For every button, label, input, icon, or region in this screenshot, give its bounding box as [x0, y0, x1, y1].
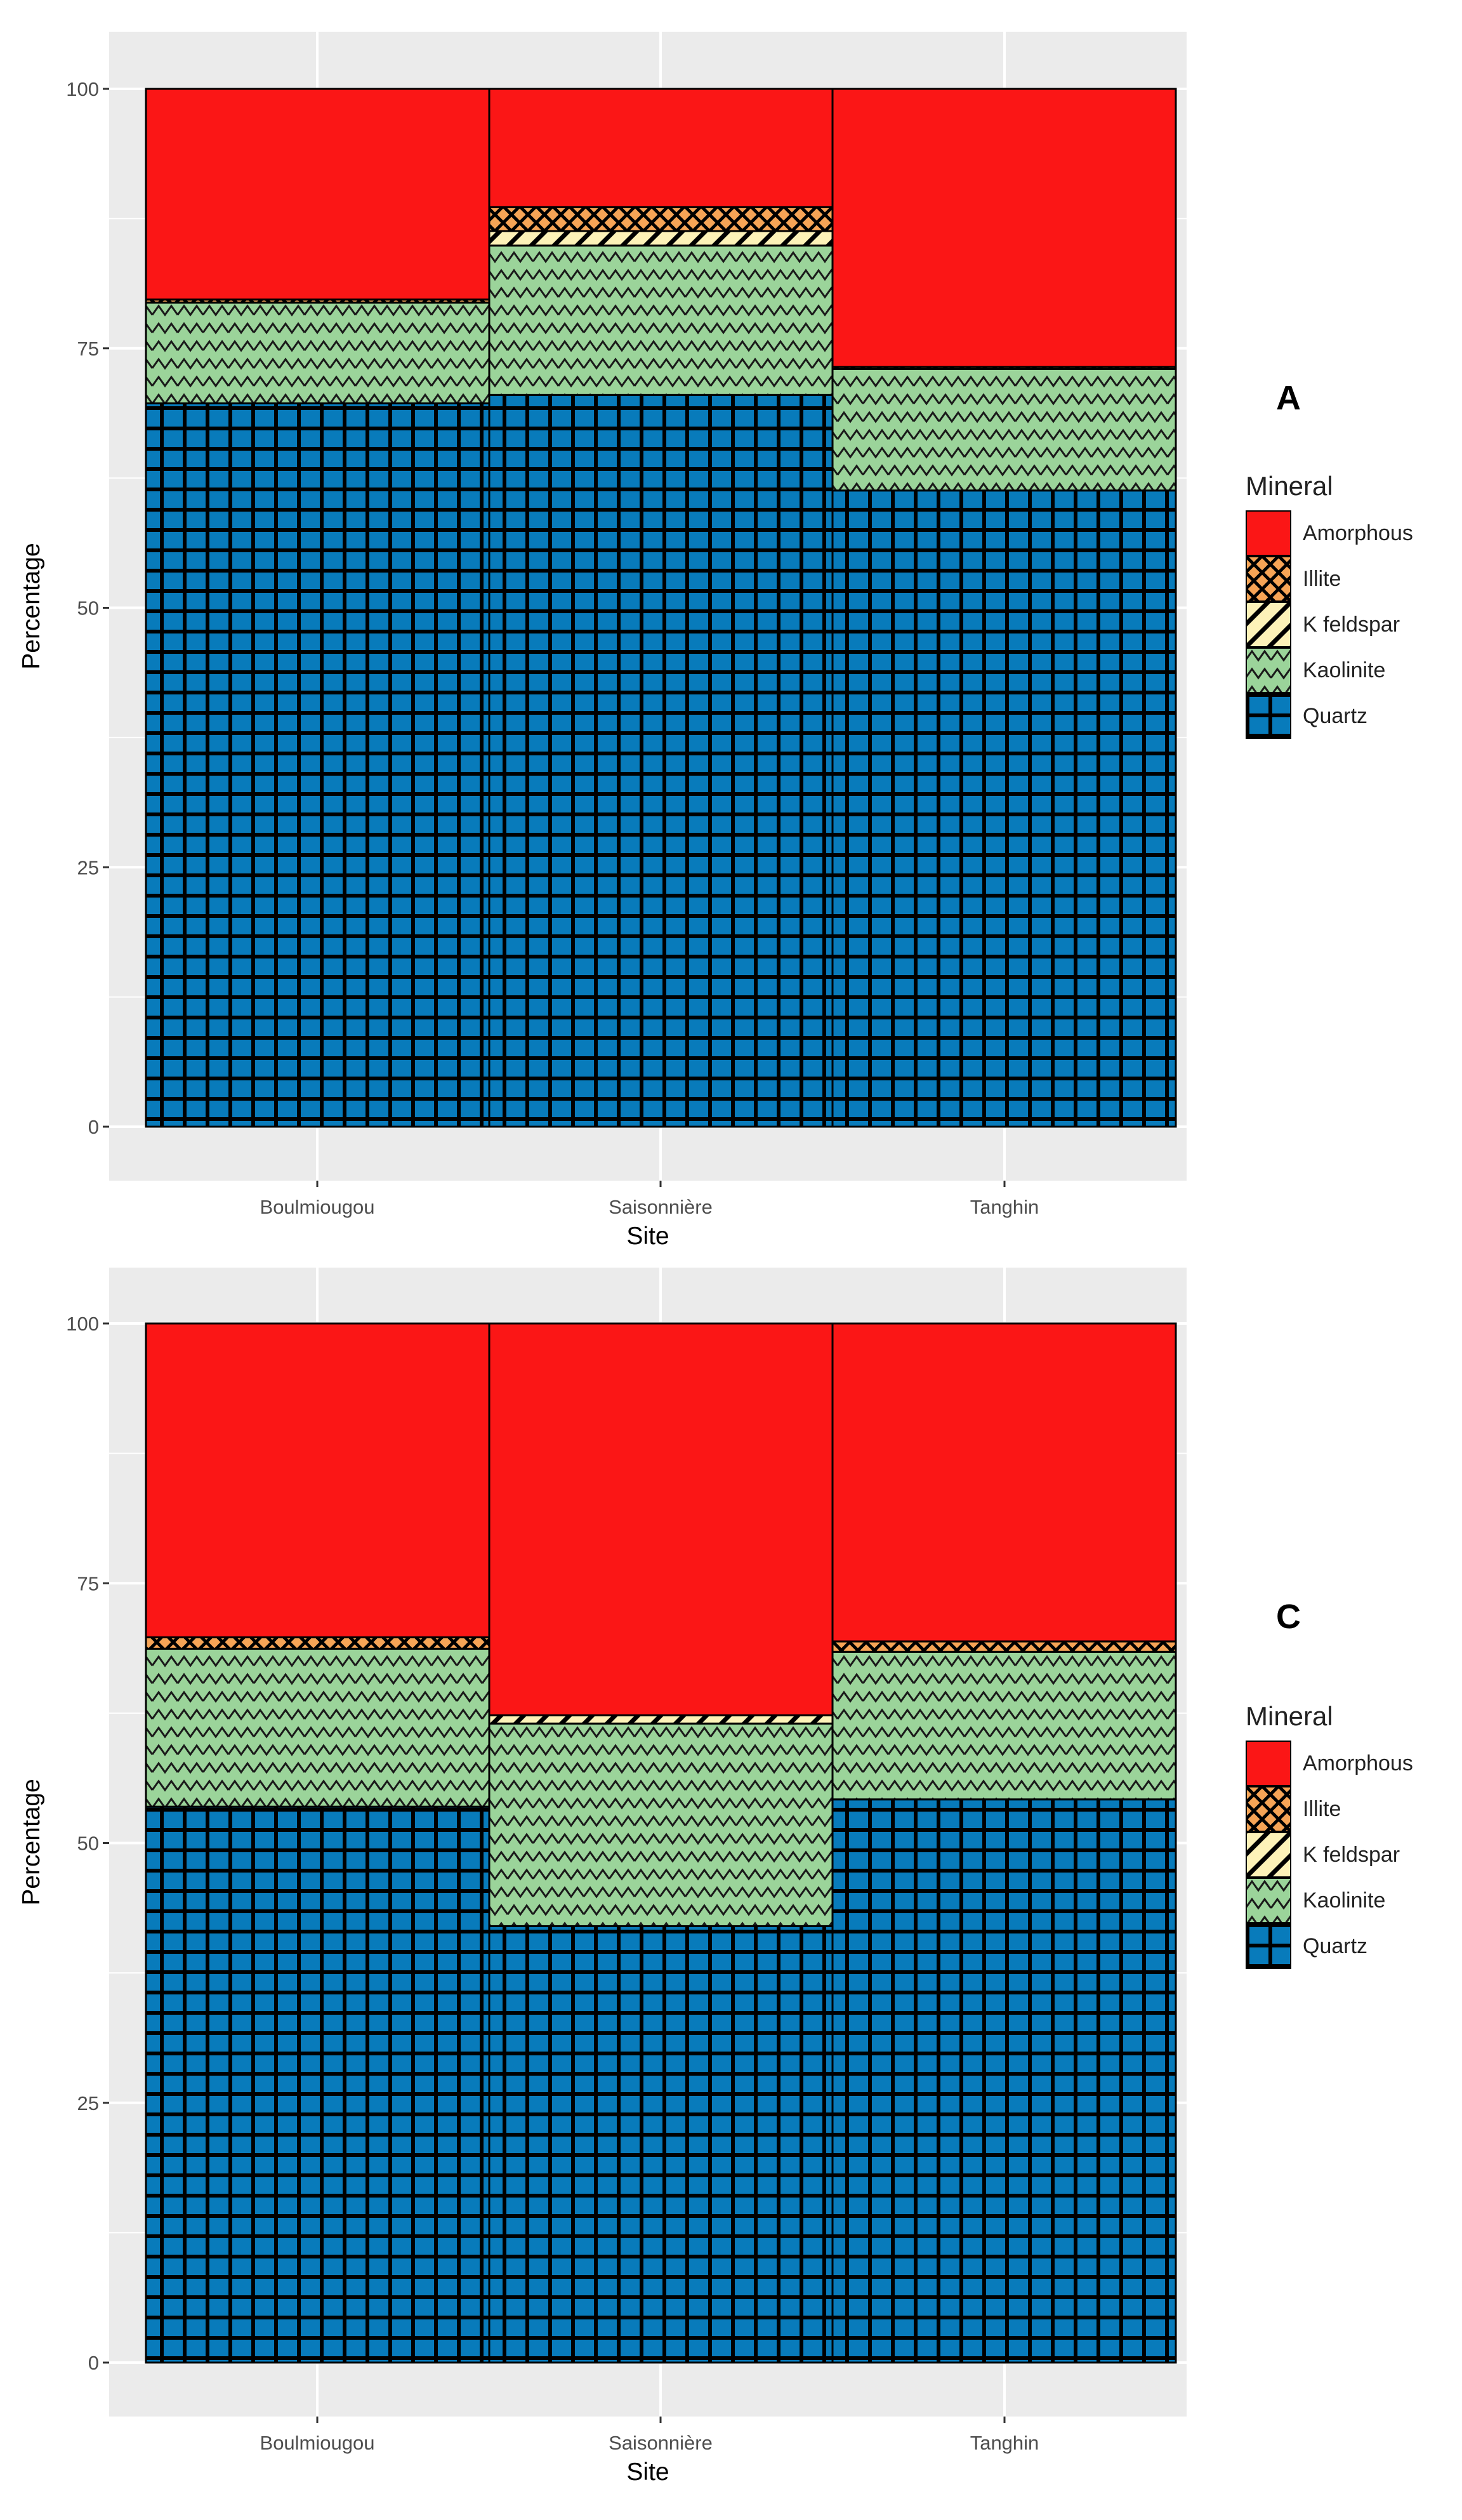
bar-segment-saisonni-re-quartz	[488, 394, 834, 1128]
y-tick-label: 0	[88, 2352, 99, 2374]
bar-segment-boulmiougou-amorphous	[145, 88, 491, 301]
legend-title: Mineral	[1246, 471, 1333, 501]
legend-item-quartz: Quartz	[1246, 693, 1413, 739]
x-tick-label: Tanghin	[970, 1196, 1039, 1218]
bar-segment-saisonni-re-amorphous	[488, 1322, 834, 1716]
x-tick-label: Boulmiougou	[260, 1196, 375, 1218]
legend-item-k-feldspar: K feldspar	[1246, 1832, 1413, 1878]
bar-segment-saisonni-re-quartz	[488, 1925, 834, 2364]
legend-label: K feldspar	[1303, 1842, 1400, 1867]
x-tick-label: Saisonnière	[609, 1196, 713, 1218]
bar-segment-tanghin-quartz	[831, 489, 1177, 1128]
legend-item-kaolinite: Kaolinite	[1246, 647, 1413, 693]
bar-segment-boulmiougou-kaolinite	[145, 1647, 491, 1808]
legend-key-kaolinite	[1246, 1878, 1291, 1923]
legend-key-quartz	[1246, 693, 1291, 739]
bar-segment-boulmiougou-quartz	[145, 402, 491, 1128]
legend-label: K feldspar	[1303, 612, 1400, 637]
bar-segment-saisonni-re-illite	[488, 206, 834, 232]
legend-key-k-feldspar	[1246, 1832, 1291, 1878]
legend-item-amorphous: Amorphous	[1246, 510, 1413, 556]
bar-segment-saisonni-re-amorphous	[488, 88, 834, 208]
bar-segment-saisonni-re-k-feldspar	[488, 230, 834, 247]
chart-panel-c: 0 25 50 75 100 Boulmiougou Saisonnière Tanghin S…	[18, 1268, 1187, 2486]
x-tick-label: Saisonnière	[609, 2432, 713, 2454]
bar-segment-saisonni-re-kaolinite	[488, 1722, 834, 1927]
panel-label-c: C	[1276, 1598, 1301, 1636]
legend-item-kaolinite: Kaolinite	[1246, 1878, 1413, 1923]
legend-key-kaolinite	[1246, 647, 1291, 693]
y-tick-label: 75	[77, 338, 99, 360]
bar-segment-saisonni-re-k-feldspar	[488, 1714, 834, 1725]
x-tick-label: Tanghin	[970, 2432, 1039, 2454]
legend-item-illite: Illite	[1246, 556, 1413, 602]
y-tick-label: 25	[77, 856, 99, 879]
legend-label: Kaolinite	[1303, 1888, 1386, 1913]
x-axis-title: Site	[626, 1223, 669, 1250]
bar-segment-tanghin-kaolinite	[831, 368, 1177, 492]
legend-label: Quartz	[1303, 703, 1368, 728]
bar-segment-tanghin-illite	[831, 1640, 1177, 1653]
legend-item-quartz: Quartz	[1246, 1923, 1413, 1969]
legend-label: Amorphous	[1303, 1751, 1413, 1775]
legend-label: Illite	[1303, 1796, 1341, 1821]
legend-key-illite	[1246, 556, 1291, 602]
bar-segment-boulmiougou-amorphous	[145, 1322, 491, 1638]
bar-segment-boulmiougou-illite	[145, 1636, 491, 1650]
legend-item-amorphous: Amorphous	[1246, 1741, 1413, 1786]
bar-segment-tanghin-amorphous	[831, 1322, 1177, 1643]
x-tick-label: Boulmiougou	[260, 2432, 375, 2454]
y-tick-label: 50	[77, 597, 99, 620]
legend-key-amorphous	[1246, 510, 1291, 556]
legend-item-k-feldspar: K feldspar	[1246, 602, 1413, 647]
legend-key-k-feldspar	[1246, 602, 1291, 647]
bar-segment-tanghin-quartz	[831, 1798, 1177, 2364]
y-tick-label: 100	[66, 1313, 99, 1335]
bar-outline-tanghin	[831, 88, 1177, 1128]
legend-label: Kaolinite	[1303, 658, 1386, 682]
legend-item-illite: Illite	[1246, 1786, 1413, 1832]
bar-segment-boulmiougou-quartz	[145, 1805, 491, 2364]
bar-segment-tanghin-amorphous	[831, 88, 1177, 368]
x-axis-title: Site	[626, 2458, 669, 2486]
bar-segment-tanghin-kaolinite	[831, 1650, 1177, 1801]
y-axis-title: Percentage	[18, 1779, 45, 1905]
legend-c: Mineral Amorphous Illite K feldspar Kaol…	[1246, 1701, 1413, 1969]
y-tick-label: 100	[66, 78, 99, 100]
chart-panel-a: 0 25 50 75 100 Boulmiougou Saisonnière Tanghin S…	[18, 32, 1187, 1250]
legend-label: Illite	[1303, 566, 1341, 591]
y-axis-title: Percentage	[18, 543, 45, 669]
y-tick-label: 50	[77, 1833, 99, 1855]
legend-a: Mineral Amorphous Illite K feldspar Kaol…	[1246, 471, 1413, 739]
legend-title: Mineral	[1246, 1701, 1333, 1731]
y-tick-label: 25	[77, 2092, 99, 2114]
y-tick-label: 75	[77, 1572, 99, 1595]
legend-key-quartz	[1246, 1923, 1291, 1969]
bar-outline-tanghin	[831, 1322, 1177, 2364]
legend-label: Quartz	[1303, 1933, 1368, 1958]
legend-label: Amorphous	[1303, 521, 1413, 545]
y-tick-label: 0	[88, 1116, 99, 1138]
bar-segment-saisonni-re-kaolinite	[488, 244, 834, 396]
legend-key-illite	[1246, 1786, 1291, 1832]
legend-key-amorphous	[1246, 1741, 1291, 1786]
panel-label-a: A	[1276, 379, 1301, 417]
bar-segment-boulmiougou-kaolinite	[145, 302, 491, 404]
